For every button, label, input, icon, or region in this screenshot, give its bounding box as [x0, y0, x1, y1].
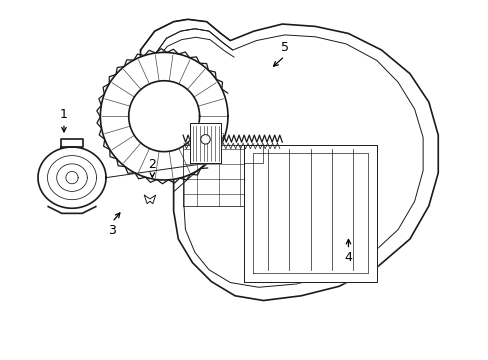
Text: 2: 2: [148, 158, 156, 171]
Text: 4: 4: [344, 252, 352, 265]
Text: 1: 1: [60, 108, 68, 121]
Polygon shape: [128, 81, 199, 152]
Polygon shape: [140, 19, 437, 301]
Polygon shape: [190, 123, 221, 163]
Polygon shape: [38, 147, 106, 208]
Polygon shape: [244, 145, 376, 282]
Circle shape: [201, 135, 210, 144]
Polygon shape: [61, 139, 82, 147]
Text: 5: 5: [280, 41, 288, 54]
Text: 3: 3: [108, 224, 116, 237]
Polygon shape: [100, 53, 227, 180]
